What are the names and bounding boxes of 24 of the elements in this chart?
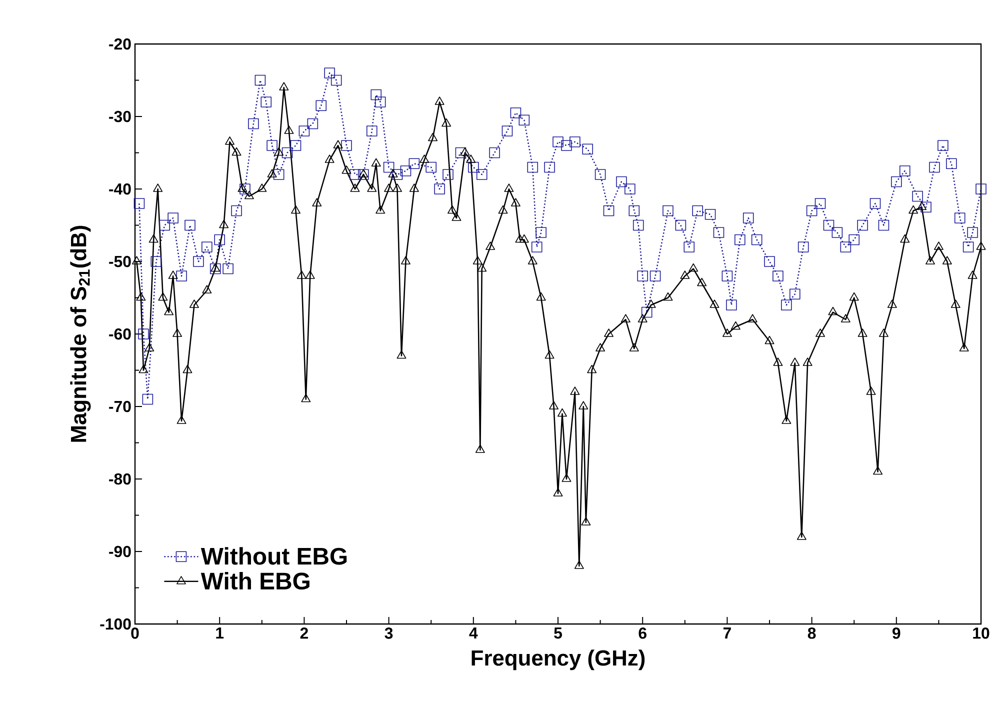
x-tick-label: 6	[638, 628, 646, 639]
x-axis-title: Frequency (GHz)	[472, 650, 645, 670]
x-tick-label: 9	[892, 628, 900, 639]
x-tick-label: 1	[216, 628, 224, 638]
y-tick-label: -20	[109, 38, 131, 50]
y-tick-label: -50	[109, 256, 131, 268]
x-tick-label: 2	[300, 628, 308, 639]
y-tick-label: -40	[109, 183, 131, 195]
x-tick-label: 10	[973, 628, 990, 639]
legend-label: With EBG	[200, 572, 310, 590]
y-tick-label: -30	[109, 110, 131, 122]
y-tick-label: -90	[109, 546, 131, 558]
x-tick-label: 4	[469, 628, 478, 638]
x-tick-label: 5	[554, 628, 562, 639]
y-tick-label: -60	[109, 328, 131, 340]
x-tick-label: 7	[723, 628, 731, 638]
x-tick-label: 8	[808, 628, 816, 639]
x-tick-label: 0	[131, 628, 139, 639]
y-axis-title: Magnitude of S$_{21}$(dB)	[70, 226, 91, 442]
y-tick-label: -70	[109, 400, 131, 412]
y-tick-label: -100	[100, 618, 131, 630]
x-tick-label: 3	[384, 628, 393, 639]
legend-label: Without EBG	[200, 547, 347, 565]
y-tick-label: -80	[109, 473, 131, 485]
